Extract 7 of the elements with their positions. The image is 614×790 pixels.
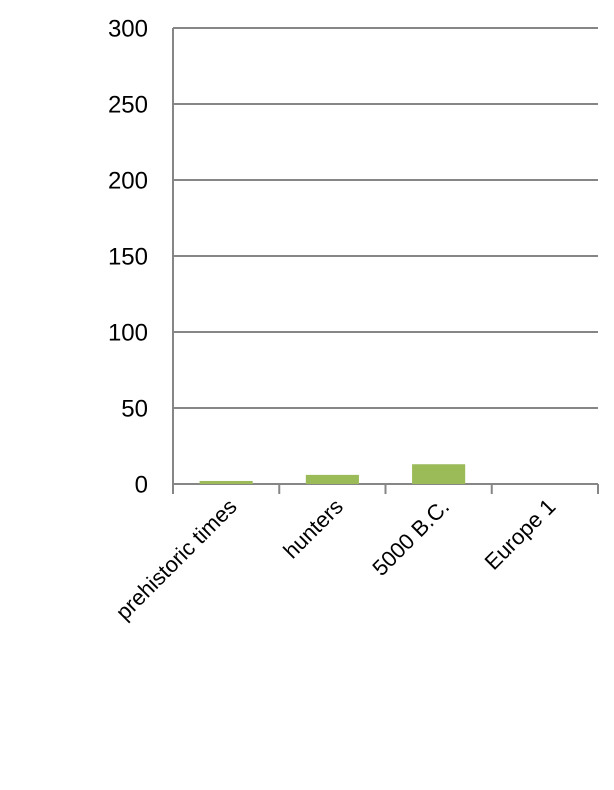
y-tick-label: 300 — [108, 15, 148, 42]
y-tick-label: 250 — [108, 91, 148, 118]
y-tick-label: 150 — [108, 243, 148, 270]
y-tick-label: 50 — [121, 395, 148, 422]
y-tick-label: 200 — [108, 167, 148, 194]
y-tick-label: 0 — [134, 471, 148, 498]
y-tick-label: 100 — [108, 319, 148, 346]
